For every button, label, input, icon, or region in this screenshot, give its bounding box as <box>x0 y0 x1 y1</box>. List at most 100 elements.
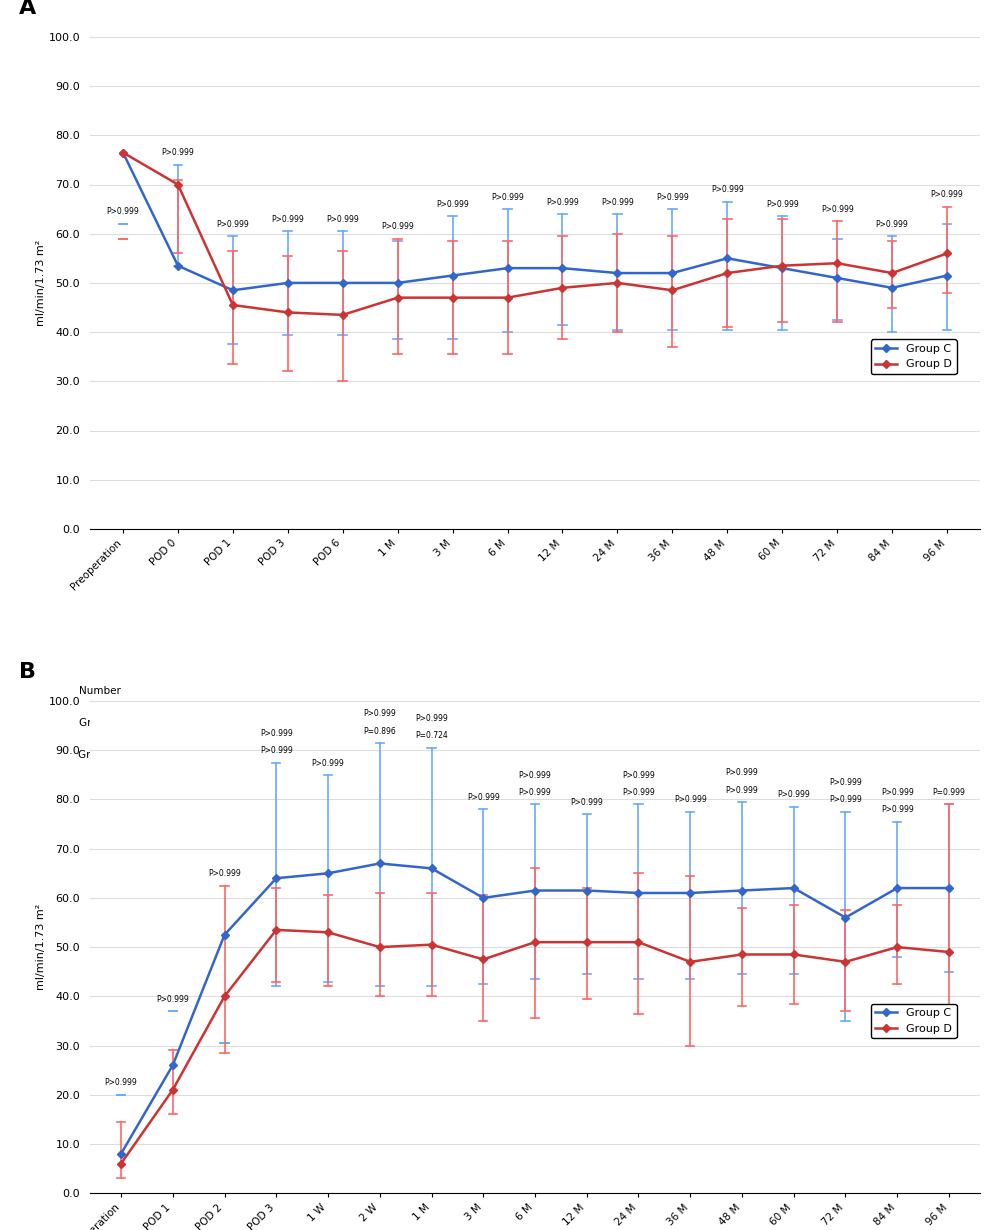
Group D <box>684 954 696 969</box>
Text: P>0.999: P>0.999 <box>726 769 758 777</box>
Text: 9: 9 <box>669 750 676 760</box>
Group D <box>721 266 733 280</box>
Group D <box>117 145 129 160</box>
Text: P>0.999: P>0.999 <box>312 759 344 768</box>
Text: 11: 11 <box>116 718 130 728</box>
Text: P>0.999: P>0.999 <box>829 779 862 787</box>
Group C <box>776 261 788 276</box>
Group C <box>831 271 843 285</box>
Group C <box>392 276 404 290</box>
Group D <box>776 258 788 273</box>
Text: P>0.999: P>0.999 <box>622 771 655 780</box>
Group C <box>684 886 696 900</box>
Group C <box>666 266 678 280</box>
Text: P>0.999: P>0.999 <box>931 191 963 199</box>
Text: P>0.999: P>0.999 <box>107 208 139 216</box>
Text: 10: 10 <box>776 718 789 728</box>
Text: P>0.999: P>0.999 <box>881 788 914 797</box>
Text: P>0.999: P>0.999 <box>726 786 758 795</box>
Text: P>0.999: P>0.999 <box>570 798 603 807</box>
Text: P>0.999: P>0.999 <box>881 806 914 814</box>
Group C <box>337 276 349 290</box>
Text: P>0.999: P>0.999 <box>491 193 524 202</box>
Text: P=0.724: P=0.724 <box>415 732 448 740</box>
Group C <box>891 881 903 895</box>
Group D <box>447 290 459 305</box>
Text: 11: 11 <box>171 750 185 760</box>
Text: 10: 10 <box>501 750 514 760</box>
Group D <box>839 954 851 969</box>
Text: P>0.999: P>0.999 <box>519 771 551 780</box>
Group D <box>282 305 294 320</box>
Text: 11: 11 <box>336 750 349 760</box>
Group C <box>839 910 851 925</box>
Group C <box>167 1058 179 1073</box>
Group D <box>227 298 239 312</box>
Group D <box>736 947 748 962</box>
Text: 11: 11 <box>611 718 624 728</box>
Group D <box>581 935 593 950</box>
Line: Group D: Group D <box>120 149 950 319</box>
Group D <box>666 283 678 298</box>
Group D <box>392 290 404 305</box>
Group D <box>337 308 349 322</box>
Group D <box>477 952 489 967</box>
Legend: Group C, Group D: Group C, Group D <box>871 339 957 374</box>
Line: Group C: Group C <box>120 149 950 294</box>
Text: P>0.999: P>0.999 <box>674 796 707 804</box>
Group D <box>502 290 514 305</box>
Text: P>0.999: P>0.999 <box>162 149 194 157</box>
Text: 8: 8 <box>944 718 950 728</box>
Group C <box>172 258 184 273</box>
Text: 10: 10 <box>446 750 459 760</box>
Y-axis label: ml/min/1.73 m²: ml/min/1.73 m² <box>36 904 46 990</box>
Text: P>0.999: P>0.999 <box>656 193 689 202</box>
Text: Group C: Group C <box>79 718 121 728</box>
Text: 11: 11 <box>501 718 514 728</box>
Text: P>0.999: P>0.999 <box>711 186 744 194</box>
Text: P>0.999: P>0.999 <box>156 995 189 1004</box>
Line: Group C: Group C <box>118 860 952 1157</box>
Text: P>0.999: P>0.999 <box>216 220 249 229</box>
Text: 8: 8 <box>889 718 895 728</box>
Group D <box>891 940 903 954</box>
Group C <box>270 871 282 886</box>
Text: P>0.999: P>0.999 <box>777 791 810 800</box>
Text: P>0.999: P>0.999 <box>622 788 655 797</box>
Group C <box>941 268 953 283</box>
Text: 11: 11 <box>171 718 185 728</box>
Group D <box>172 177 184 192</box>
Group C <box>374 856 386 871</box>
Group D <box>556 280 568 295</box>
Group C <box>219 927 231 942</box>
Text: 11: 11 <box>226 750 239 760</box>
Text: P>0.999: P>0.999 <box>105 1079 137 1087</box>
Text: 11: 11 <box>391 718 404 728</box>
Group C <box>502 261 514 276</box>
Text: P>0.999: P>0.999 <box>766 200 799 209</box>
Text: 5: 5 <box>944 750 950 760</box>
Group C <box>632 886 644 900</box>
Group D <box>115 1156 127 1171</box>
Text: P>0.999: P>0.999 <box>876 220 908 229</box>
Text: 11: 11 <box>116 750 130 760</box>
Group C <box>227 283 239 298</box>
Text: P=0.896: P=0.896 <box>363 727 396 736</box>
Text: P>0.999: P>0.999 <box>260 747 293 755</box>
Group D <box>886 266 898 280</box>
Text: P>0.999: P>0.999 <box>467 793 500 802</box>
Group D <box>943 945 955 959</box>
Text: P>0.999: P>0.999 <box>415 715 448 723</box>
Legend: Group C, Group D: Group C, Group D <box>871 1004 957 1038</box>
Text: P>0.999: P>0.999 <box>381 223 414 231</box>
Group C <box>115 1146 127 1161</box>
Text: P>0.999: P>0.999 <box>326 215 359 224</box>
Line: Group D: Group D <box>118 926 952 1167</box>
Group C <box>721 251 733 266</box>
Text: A: A <box>19 0 36 17</box>
Group D <box>788 947 800 962</box>
Text: 11: 11 <box>721 718 734 728</box>
Group D <box>322 925 334 940</box>
Group D <box>941 246 953 261</box>
Text: 11: 11 <box>281 750 294 760</box>
